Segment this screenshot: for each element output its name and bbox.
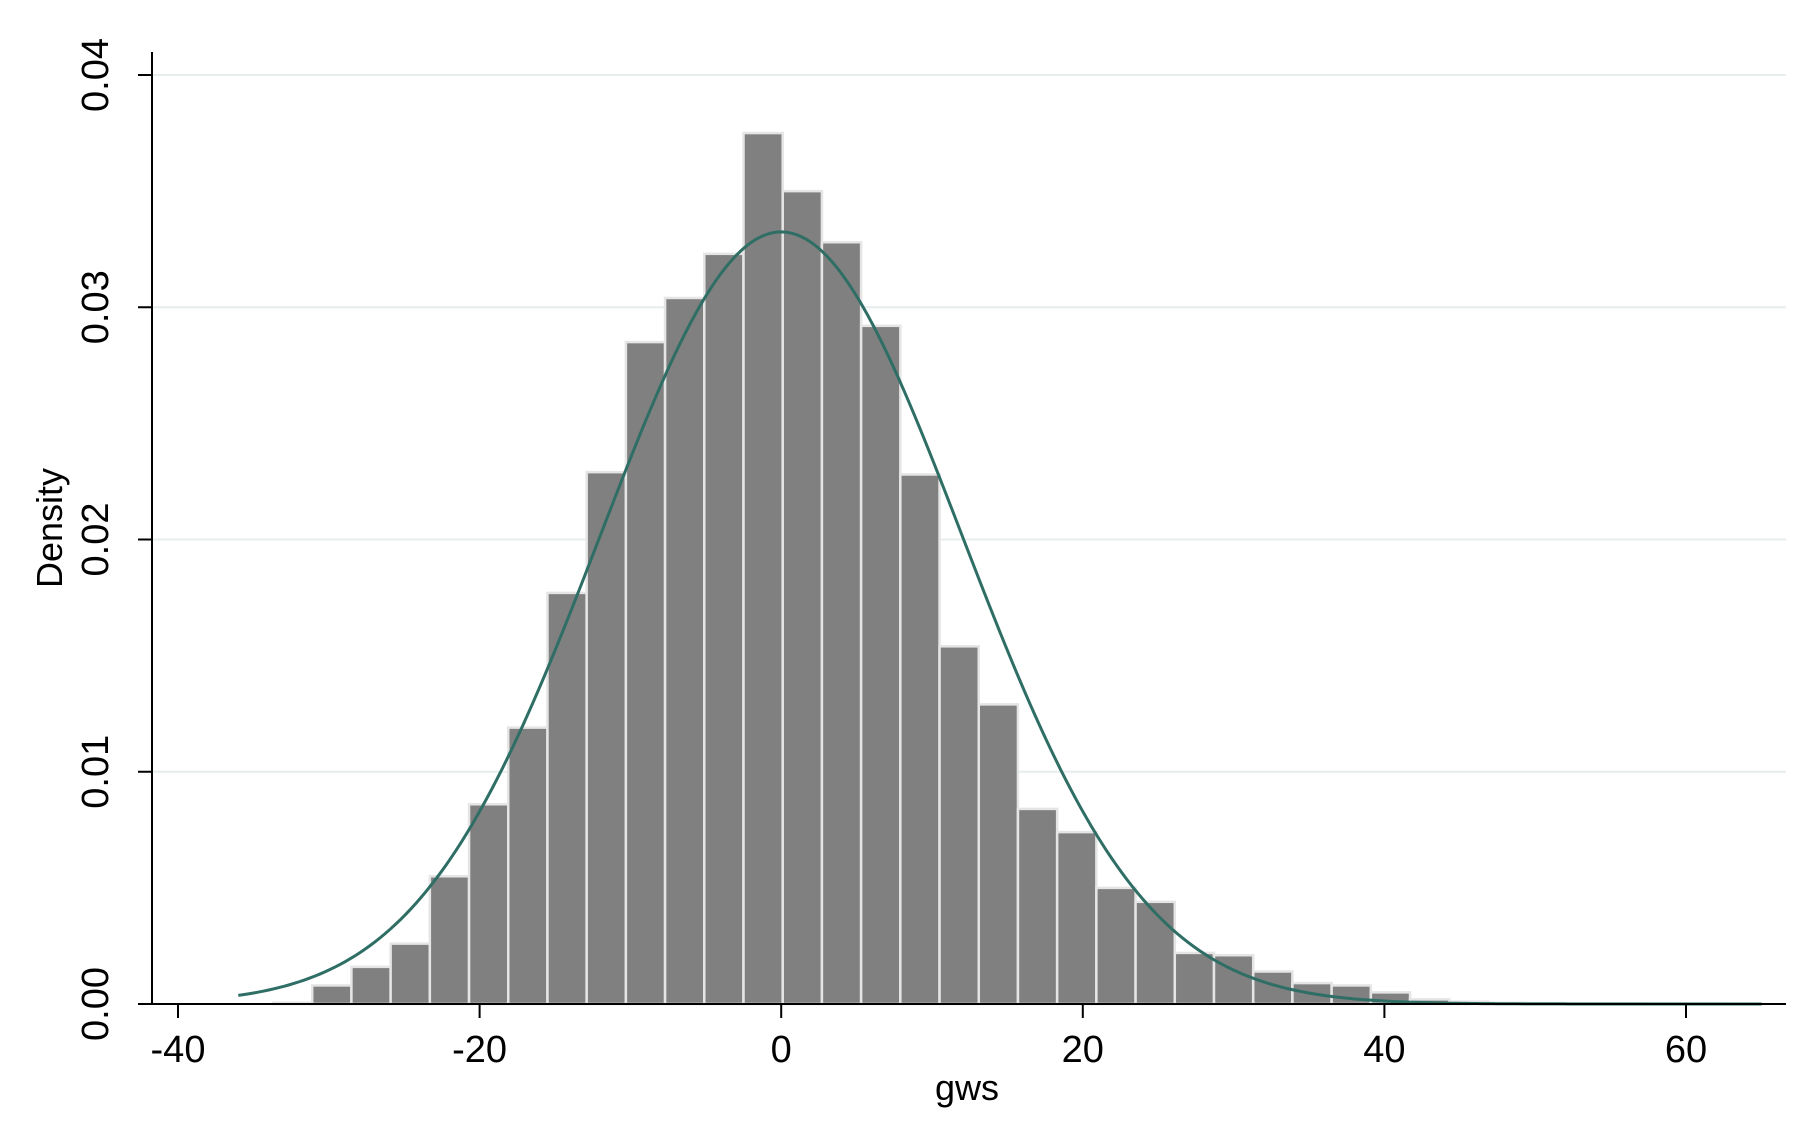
histogram-bar: [859, 324, 902, 1006]
y-tick-label: 0.04: [75, 38, 117, 112]
histogram-bar: [507, 726, 549, 1006]
tick-labels: -40 -20 0 20 40 60 0.00 0.01 0.02 0.03 0.04: [75, 38, 1707, 1071]
histogram-bar: [820, 240, 863, 1006]
x-tick-label: 0: [771, 1029, 792, 1071]
y-axis-title: Density: [29, 468, 70, 588]
x-tick-label: -40: [151, 1029, 206, 1071]
y-tick-label: 0.00: [75, 967, 117, 1041]
histogram-bar: [938, 645, 980, 1006]
histogram-bars: [271, 131, 1765, 1006]
y-tick-label: 0.01: [75, 735, 117, 809]
y-tick-label: 0.02: [75, 503, 117, 577]
x-tick-label: -20: [452, 1029, 507, 1071]
histogram-bar: [703, 252, 745, 1006]
axes: [138, 52, 1786, 1018]
histogram-bar: [428, 875, 471, 1006]
histogram-bar: [742, 131, 784, 1006]
histogram-bar: [977, 703, 1020, 1006]
histogram-bar: [1134, 900, 1177, 1006]
histogram-bar: [1016, 807, 1059, 1006]
histogram-bar: [1055, 830, 1098, 1006]
x-tick-label: 40: [1363, 1029, 1405, 1071]
histogram-bar: [310, 984, 353, 1006]
histogram-bar: [1173, 951, 1216, 1006]
y-tick-label: 0.03: [75, 270, 117, 344]
x-tick-label: 60: [1665, 1029, 1707, 1071]
histogram-bar: [467, 803, 510, 1006]
histogram-bar: [389, 942, 432, 1006]
histogram-bar: [781, 189, 824, 1006]
histogram-bar: [1095, 886, 1137, 1006]
x-axis-title: gws: [935, 1067, 999, 1108]
histogram-bar: [624, 340, 667, 1006]
histogram-bar: [663, 296, 706, 1006]
histogram-bar: [350, 965, 392, 1006]
histogram-bar: [899, 473, 941, 1006]
x-tick-label: 20: [1062, 1029, 1104, 1071]
